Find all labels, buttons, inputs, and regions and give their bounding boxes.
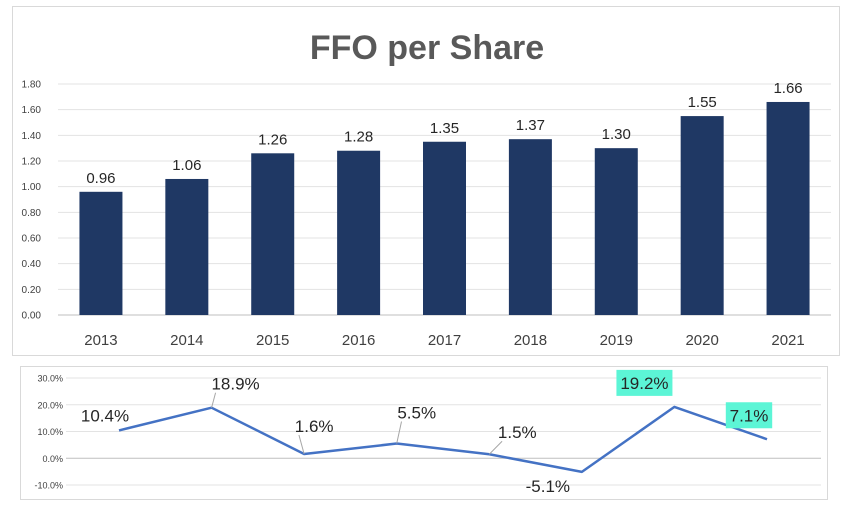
line-data-label: 1.6% [295,417,334,436]
y-tick-label: 0.80 [22,208,42,219]
highlight-box [616,369,673,396]
label-leader-line [211,392,217,408]
label-leader-line [488,440,503,455]
y-tick-label: 20.0% [37,400,63,410]
bar [594,148,638,315]
bar [766,101,810,315]
bar [423,141,466,315]
growth-line-chart: -10.0% 0.0% 10.0% 20.0% 30.0% 10.4% 18.9% 1.6% 5… [34,369,821,496]
bar-data-label: 1.55 [688,94,717,111]
y-tick-label: 0.00 [22,311,42,322]
line-data-label: -5.1% [526,477,570,496]
x-tick-label: 2020 [685,332,718,349]
bar-data-label: 1.26 [258,131,287,148]
line-data-label: 5.5% [397,404,436,423]
y-tick-label: -10.0% [34,481,63,491]
bar [165,178,209,315]
label-leader-line [298,434,305,455]
bar-data-label: 1.66 [773,80,802,97]
x-tick-label: 2018 [514,332,547,349]
bar-data-label: 1.37 [516,117,545,134]
x-tick-label: 2017 [428,332,461,349]
line-data-label: 10.4% [81,406,129,425]
y-tick-label: 0.60 [22,234,42,245]
growth-line-chart-panel: -10.0% 0.0% 10.0% 20.0% 30.0% 10.4% 18.9% 1.6% 5… [20,366,828,500]
bar-data-label: 1.28 [344,129,373,146]
y-tick-label: 1.60 [22,105,42,116]
line-data-label: 19.2% [620,374,668,393]
bar [680,116,724,315]
bar [79,191,123,315]
line-data-label: 7.1% [730,406,769,425]
bar-data-label: 0.96 [86,170,115,187]
x-tick-label: 2016 [342,332,375,349]
y-tick-label: 1.00 [22,182,42,193]
x-tick-label: 2015 [256,332,289,349]
bar-data-label: 1.30 [602,126,631,143]
chart-title: FFO per Share [310,29,544,67]
bar [251,153,295,315]
y-tick-label: 1.40 [22,131,42,142]
label-leader-line [396,421,403,444]
x-tick-label: 2014 [170,332,203,349]
bar [337,150,381,315]
bar-data-label: 1.35 [430,120,459,137]
y-tick-label: 1.20 [22,157,42,168]
y-tick-label: 1.80 [22,80,42,91]
y-tick-label: 0.0% [42,454,63,464]
bar-data-label: 1.06 [172,157,201,174]
x-tick-label: 2013 [84,332,117,349]
bar [508,139,552,315]
ffo-bar-chart-panel: FFO per Share 0.00 0.20 0.40 0.60 0.80 1.00 1.2… [12,6,840,356]
x-tick-label: 2019 [600,332,633,349]
y-tick-label: 0.40 [22,259,42,270]
line-data-label: 1.5% [498,423,537,442]
line-data-label: 18.9% [211,375,259,394]
growth-line [118,405,768,474]
y-tick-label: 30.0% [37,374,63,384]
highlight-box [725,402,773,429]
y-tick-label: 0.20 [22,285,42,296]
ffo-bar-chart: FFO per Share 0.00 0.20 0.40 0.60 0.80 1.00 1.2… [22,29,831,349]
x-tick-label: 2021 [771,332,804,349]
y-tick-label: 10.0% [37,427,63,437]
